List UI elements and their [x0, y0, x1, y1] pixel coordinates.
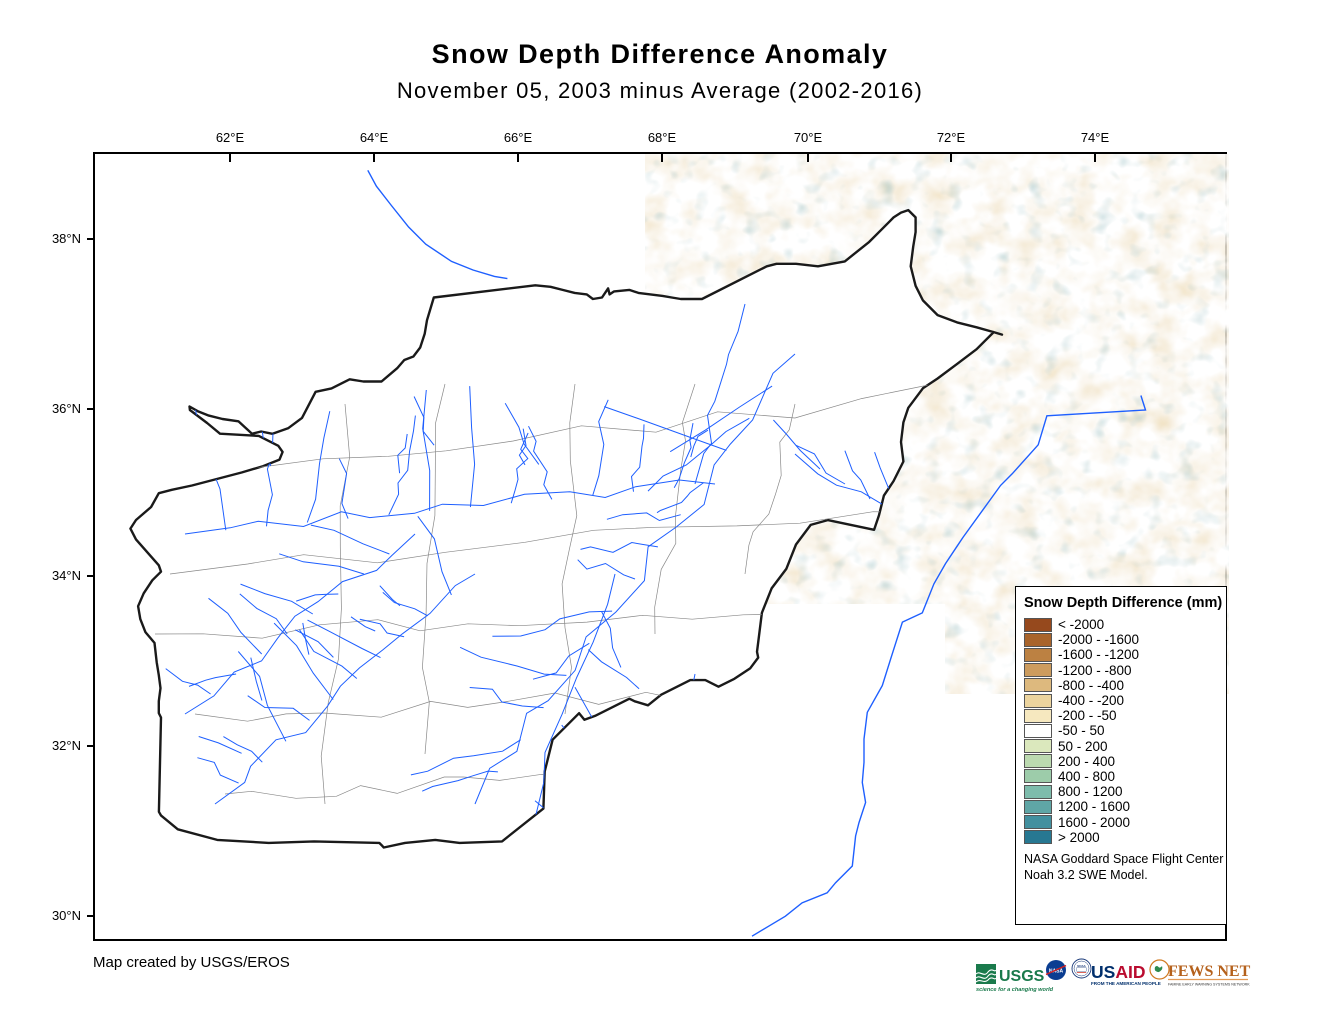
svg-text:36°N: 36°N [52, 401, 81, 416]
svg-text:38°N: 38°N [52, 231, 81, 246]
svg-text:FEWS NET: FEWS NET [1168, 963, 1251, 980]
svg-text:32°N: 32°N [52, 738, 81, 753]
svg-text:34°N: 34°N [52, 568, 81, 583]
svg-text:66°E: 66°E [504, 130, 533, 145]
svg-text:FAMINE EARLY WARNING SYSTEMS N: FAMINE EARLY WARNING SYSTEMS NETWORK [1168, 983, 1250, 987]
svg-text:NOAA: NOAA [1077, 964, 1086, 968]
svg-text:USAID: USAID [1091, 962, 1145, 982]
svg-text:30°N: 30°N [52, 908, 81, 923]
svg-text:62°E: 62°E [216, 130, 245, 145]
svg-text:72°E: 72°E [937, 130, 966, 145]
svg-text:science for a changing world: science for a changing world [976, 987, 1054, 993]
svg-text:68°E: 68°E [648, 130, 677, 145]
svg-text:FROM THE AMERICAN PEOPLE: FROM THE AMERICAN PEOPLE [1091, 981, 1161, 986]
svg-text:64°E: 64°E [360, 130, 389, 145]
svg-text:70°E: 70°E [794, 130, 823, 145]
svg-text:74°E: 74°E [1081, 130, 1110, 145]
svg-text:USGS: USGS [999, 968, 1045, 985]
